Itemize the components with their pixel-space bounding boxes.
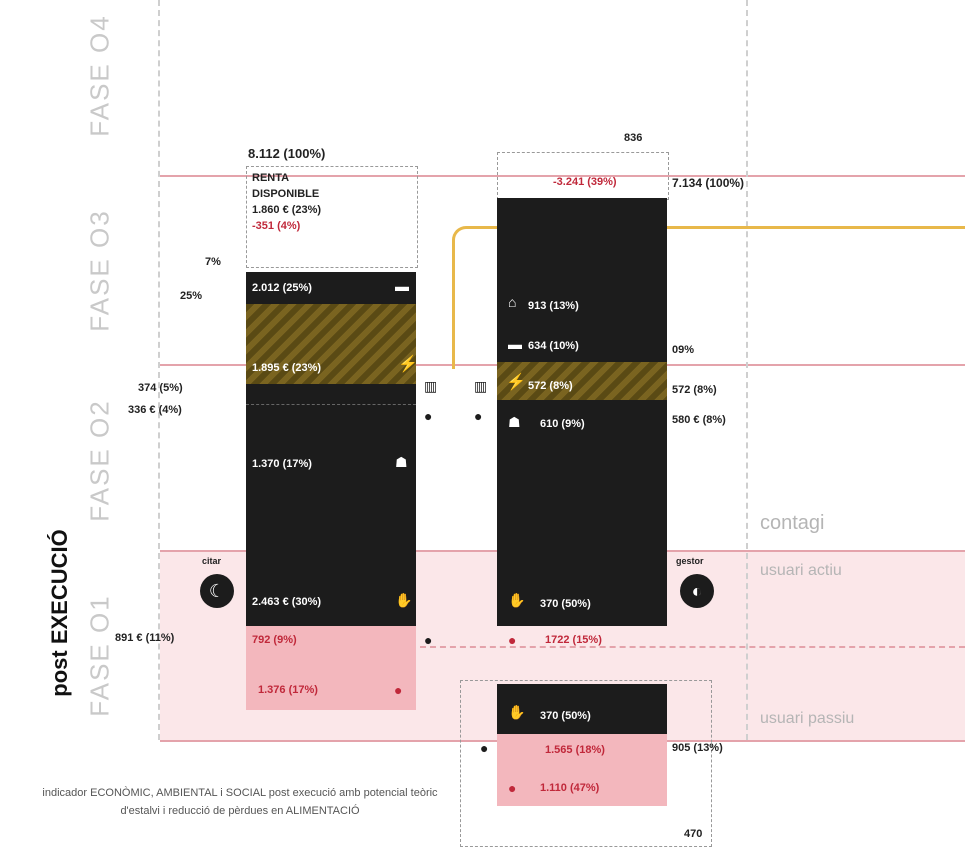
right-housing-label: 913 (13%) [528, 300, 579, 312]
right-energy-label: 634 (10%) [528, 340, 579, 352]
right-top: 836 [624, 132, 643, 144]
left-work-label: 2.463 € (30%) [252, 596, 322, 608]
left-food-bar [246, 384, 416, 626]
drop-icon-1: ● [424, 408, 433, 424]
right-icon-label: gestor [676, 556, 704, 566]
right-side-09: 09% [672, 344, 695, 356]
apple-icon-right: ● [508, 632, 517, 648]
right-red-bot: 1.110 (47%) [540, 782, 600, 794]
page-title: post EXECUCIÓ [47, 529, 72, 697]
bolt-icon-right: ⚡ [506, 374, 526, 391]
right-side-580: 580 € (8%) [672, 414, 726, 426]
left-icon-label: citar [202, 556, 222, 566]
right-side-572: 572 (8%) [672, 384, 717, 396]
footnote: indicador ECONÒMIC, AMBIENTAL i SOCIAL p… [42, 787, 438, 817]
right-energy2-label: 572 (8%) [528, 380, 573, 392]
left-side-25: 25% [180, 290, 203, 302]
gold-connector [452, 226, 965, 369]
apple-icon-right-3: ● [480, 740, 489, 756]
left-disp-box [246, 166, 418, 268]
dash-line-actiu [420, 646, 965, 648]
left-housing-label: 2.012 (25%) [252, 282, 312, 294]
left-energy-bar [246, 304, 416, 384]
trash-icon-2: ▥ [474, 378, 488, 394]
right-bottom: 470 [684, 828, 703, 840]
left-red-bar [246, 626, 416, 710]
left-food-label: 1.370 (17%) [252, 458, 312, 470]
phase-label-01: FASE O1 [84, 594, 115, 717]
left-side-336: 336 € (4%) [128, 404, 182, 416]
hand-icon-right: ✋ [508, 592, 526, 608]
phase-line-1 [160, 175, 965, 177]
left-red2: 1.376 (17%) [258, 684, 318, 696]
left-disp-value: 1.860 € (23%) [252, 204, 322, 216]
right-red-mid: 1722 (15%) [545, 634, 602, 646]
right-work2-label: 370 (50%) [540, 710, 591, 722]
phase-label-03: FASE O3 [84, 209, 115, 332]
right-red-low: 1.565 (18%) [545, 744, 605, 756]
left-side-374: 374 (5%) [138, 382, 183, 394]
right-main-bar [497, 198, 667, 626]
bed-icon: ▬ [395, 278, 409, 294]
apple-icon-left: ● [394, 682, 403, 698]
right-work-label: 370 (50%) [540, 598, 591, 610]
phase-label-02: FASE O2 [84, 399, 115, 522]
apple-icon-right-2: ● [508, 780, 517, 796]
label-usuari-actiu: usuari actiu [760, 562, 842, 579]
left-red1: 792 (9%) [252, 634, 297, 646]
hand-icon-right-2: ✋ [508, 704, 526, 720]
drop-icon-2: ● [474, 408, 483, 424]
right-red-top: -3.241 (39%) [553, 176, 617, 188]
phase-label-04: FASE O4 [84, 14, 115, 137]
bolt-icon: ⚡ [398, 356, 418, 373]
right-side-905: 905 (13%) [672, 742, 723, 754]
basket-icon: ☗ [395, 454, 408, 470]
right-lower-red-bar [497, 734, 667, 806]
trash-icon-1: ▥ [424, 378, 438, 394]
right-lower-box [460, 680, 712, 847]
left-renta: RENTA [252, 172, 290, 184]
vdash-left [158, 0, 160, 740]
right-food-label: 610 (9%) [540, 418, 585, 430]
basket-icon-right: ☗ [508, 414, 521, 430]
label-usuari-passiu: usuari passiu [760, 710, 855, 727]
right-lower-dark [497, 684, 667, 734]
left-side-891: 891 € (11%) [115, 632, 175, 644]
left-housing-bar [246, 272, 416, 304]
left-food-sep [246, 404, 416, 405]
hand-icon-left: ✋ [395, 592, 413, 608]
home-icon: ⌂ [508, 294, 517, 310]
left-person-badge: ☾ [200, 574, 234, 608]
left-total: 8.112 (100%) [248, 146, 326, 161]
left-energy-label: 1.895 € (23%) [252, 362, 322, 374]
right-energy-bar [497, 362, 667, 400]
left-disp-red: -351 (4%) [252, 220, 301, 232]
bed-icon-right: ▬ [508, 336, 522, 352]
vdash-right [746, 0, 748, 740]
right-total: 7.134 (100%) [672, 176, 745, 190]
label-contagi: contagi [760, 512, 825, 534]
left-side-7: 7% [205, 256, 221, 268]
apple-icon-mid: ● [424, 632, 433, 648]
left-disponible: DISPONIBLE [252, 188, 320, 200]
right-person-badge: ◐ [680, 574, 714, 608]
